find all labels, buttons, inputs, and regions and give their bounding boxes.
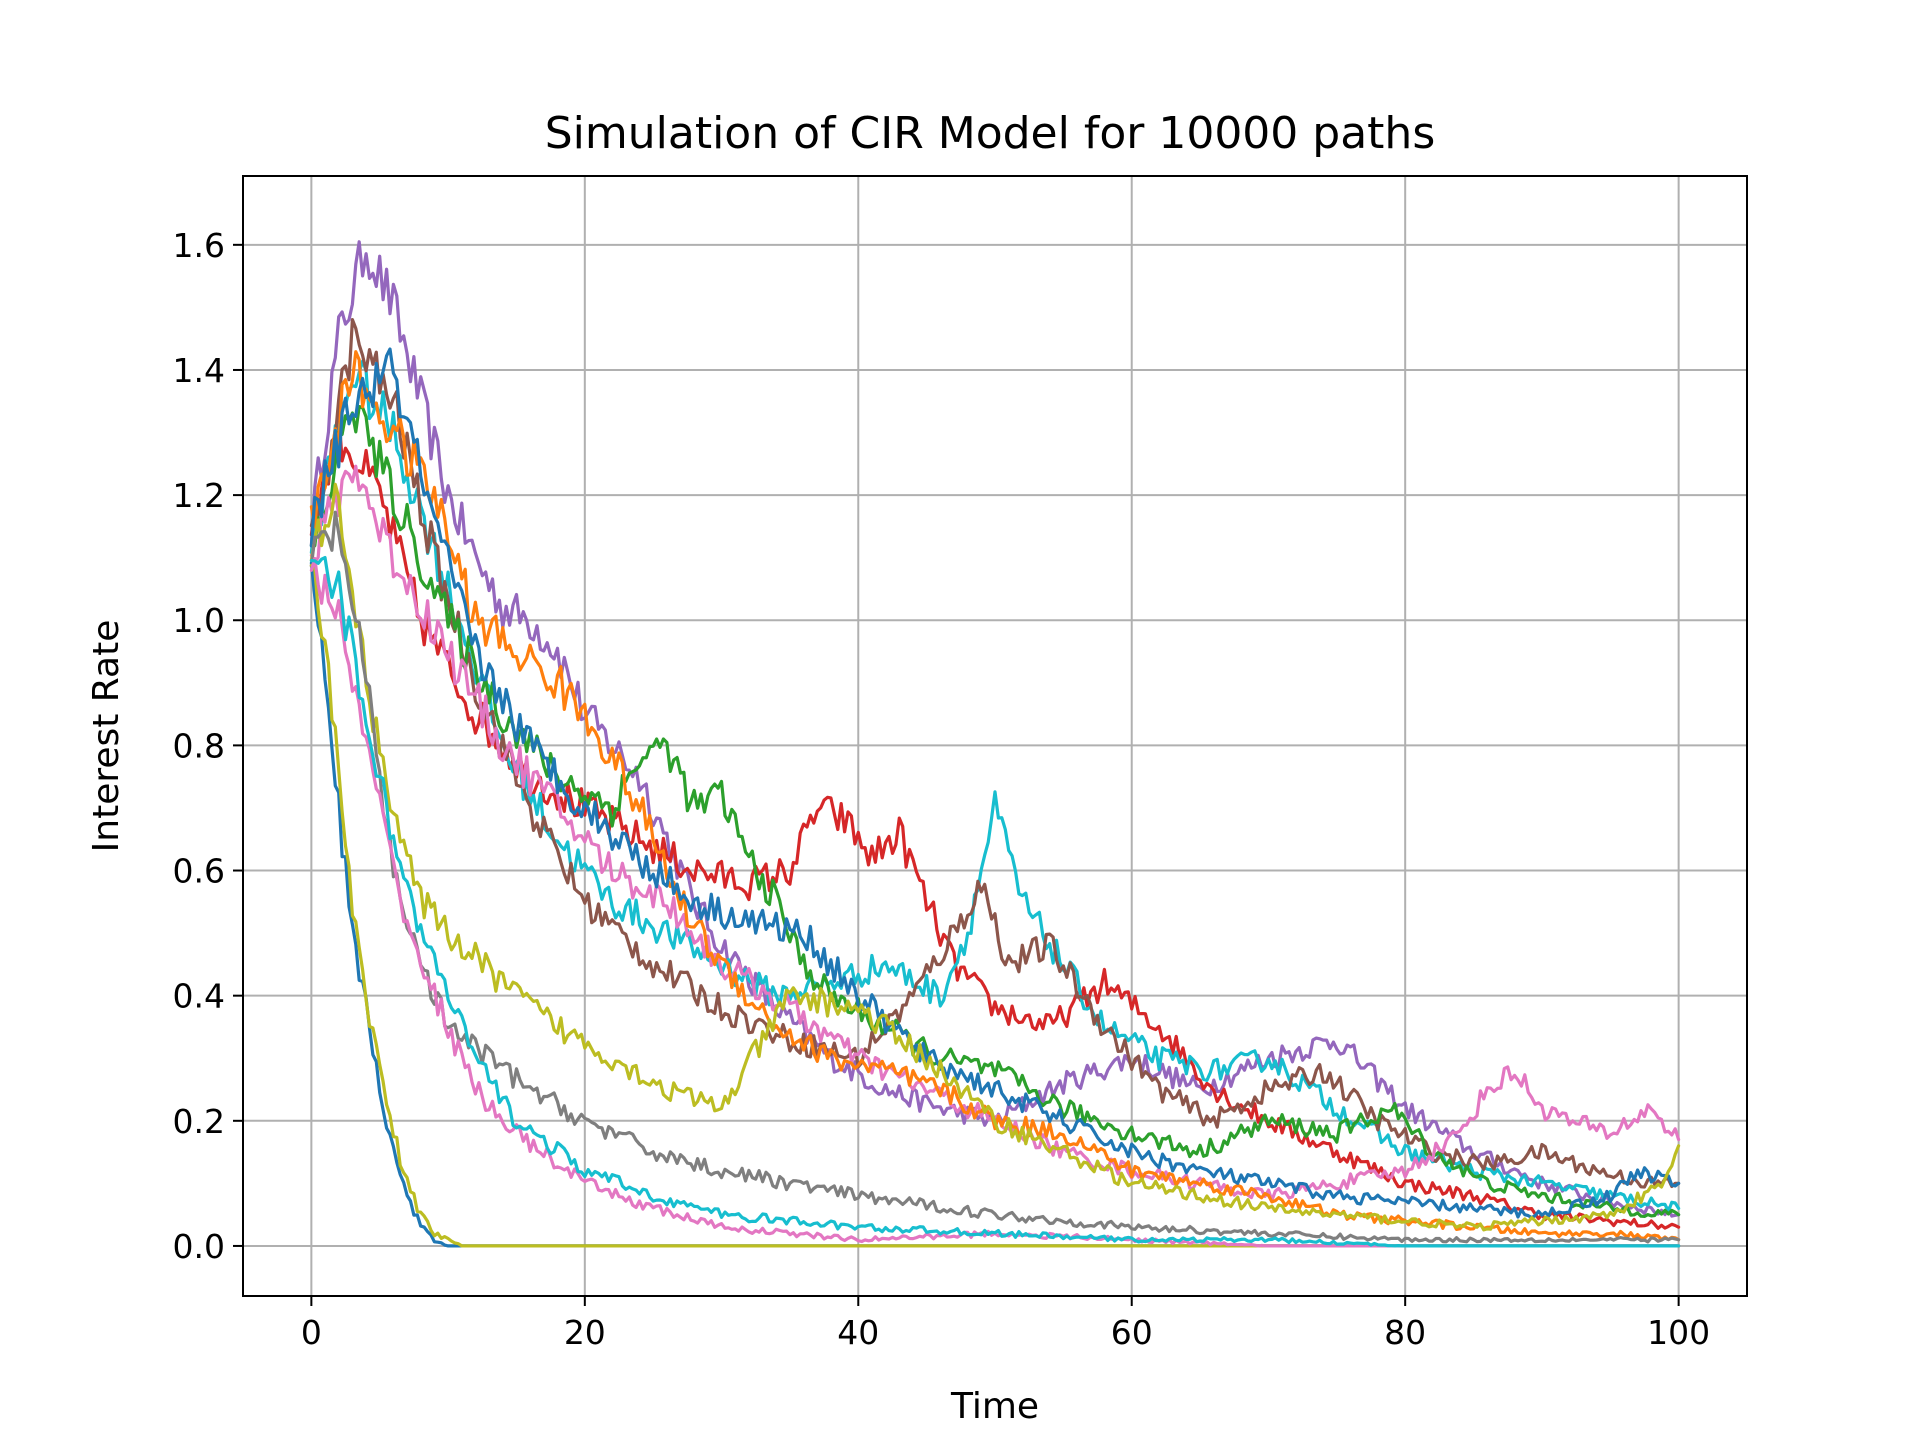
y-tick-label: 0.0 [173, 1227, 225, 1266]
series-line-10 [309, 510, 1681, 1244]
x-tick-label: 80 [1384, 1313, 1426, 1352]
gridlines [243, 176, 1747, 1296]
x-tick-label: 40 [837, 1313, 879, 1352]
y-tick-label: 0.8 [173, 726, 225, 765]
x-tick-label: 0 [301, 1313, 322, 1352]
x-tick-label: 100 [1647, 1313, 1710, 1352]
x-tick-label: 20 [564, 1313, 606, 1352]
chart-title: Simulation of CIR Model for 10000 paths [545, 108, 1436, 159]
series-line-4 [309, 318, 1681, 1189]
y-axis-label: Interest Rate [86, 620, 127, 853]
y-tick-label: 1.6 [173, 226, 225, 265]
series-line-8 [309, 347, 1681, 1220]
series-lines [309, 240, 1681, 1248]
plot-frame [242, 175, 1748, 1297]
y-axis: 0.0 0.2 0.4 0.6 0.8 1.0 1.2 1.4 1.6 [173, 226, 243, 1266]
series-line-9 [309, 482, 1681, 1232]
x-axis-label: Time [950, 1386, 1039, 1427]
series-line-3 [309, 359, 1681, 1213]
series-line-14 [309, 555, 1681, 1248]
y-tick-label: 0.2 [173, 1102, 225, 1141]
y-tick-label: 1.2 [173, 476, 225, 515]
x-axis: 0 20 40 60 80 100 [301, 1296, 1710, 1352]
y-tick-label: 0.4 [173, 977, 225, 1016]
y-tick-label: 1.0 [173, 601, 225, 640]
x-tick-label: 60 [1111, 1313, 1153, 1352]
y-tick-label: 1.4 [173, 351, 225, 390]
y-tick-label: 0.6 [173, 852, 225, 891]
